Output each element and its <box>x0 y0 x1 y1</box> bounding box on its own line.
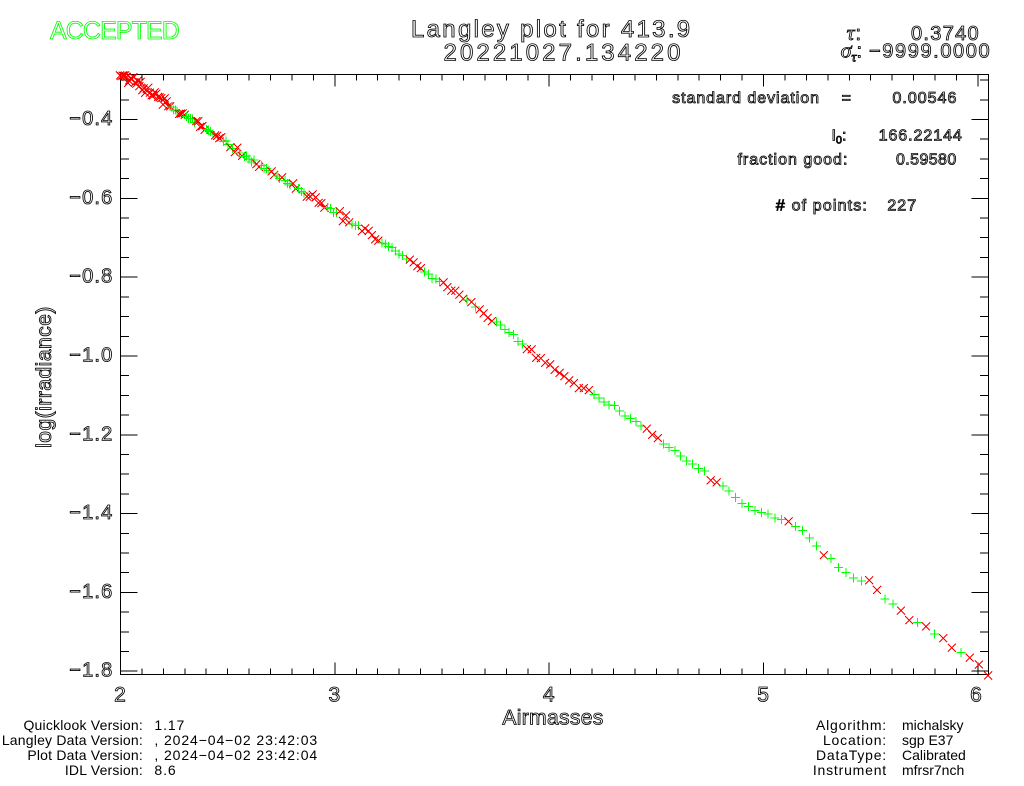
svg-text:Langley plot for 413.9: Langley plot for 413.9 <box>411 16 692 43</box>
svg-text:# of points:: # of points: <box>776 197 868 214</box>
svg-text:, 2024−04−02 23:42:03: , 2024−04−02 23:42:03 <box>154 732 318 748</box>
svg-text:στ:: στ: <box>841 38 862 66</box>
svg-text:227: 227 <box>887 197 917 214</box>
svg-text:Calibrated: Calibrated <box>902 747 966 763</box>
svg-text:4: 4 <box>543 684 555 707</box>
svg-text:2: 2 <box>114 684 126 707</box>
svg-text:0.3740: 0.3740 <box>911 23 980 45</box>
svg-text:0.59580: 0.59580 <box>896 152 957 169</box>
svg-text:Algorithm:: Algorithm: <box>816 717 887 733</box>
svg-text:I0:: I0: <box>831 127 846 146</box>
svg-text:−1.0: −1.0 <box>69 344 113 366</box>
svg-text:, 2024−04−02 23:42:04: , 2024−04−02 23:42:04 <box>154 747 318 763</box>
svg-text:Quicklook Version:: Quicklook Version: <box>23 717 143 733</box>
svg-text:Plot Data Version:: Plot Data Version: <box>27 747 143 763</box>
svg-text:=: = <box>842 90 851 107</box>
svg-text:Instrument: Instrument <box>813 762 887 778</box>
svg-text:DataType:: DataType: <box>816 747 887 763</box>
svg-text:IDL Version:: IDL Version: <box>65 762 143 778</box>
svg-text:−1.8: −1.8 <box>69 660 113 682</box>
svg-text:standard deviation: standard deviation <box>672 90 820 107</box>
svg-text:6: 6 <box>970 684 982 707</box>
svg-text:−1.4: −1.4 <box>69 502 113 524</box>
svg-text:166.22144: 166.22144 <box>879 127 963 144</box>
svg-text:τ:: τ: <box>847 20 861 45</box>
svg-text:−9999.0000: −9999.0000 <box>869 41 991 63</box>
svg-text:mfrsr7nch: mfrsr7nch <box>902 762 964 778</box>
svg-text:−0.6: −0.6 <box>69 187 113 209</box>
svg-text:log(irradiance): log(irradiance) <box>33 306 56 448</box>
svg-text:8.6: 8.6 <box>154 762 176 778</box>
svg-text:michalsky: michalsky <box>902 717 963 733</box>
svg-text:−1.6: −1.6 <box>69 581 113 603</box>
svg-text:3: 3 <box>329 684 341 707</box>
svg-text:Location:: Location: <box>823 732 887 748</box>
svg-text:−0.4: −0.4 <box>69 108 113 130</box>
svg-text:ACCEPTED: ACCEPTED <box>50 17 179 45</box>
svg-text:Langley Data Version:: Langley Data Version: <box>2 732 143 748</box>
svg-text:fraction good:: fraction good: <box>737 152 848 169</box>
svg-text:5: 5 <box>757 684 769 707</box>
svg-text:sgp E37: sgp E37 <box>902 732 954 748</box>
svg-text:Airmasses: Airmasses <box>502 706 603 729</box>
svg-text:1.17: 1.17 <box>154 717 185 733</box>
svg-text:−1.2: −1.2 <box>69 423 113 445</box>
svg-text:20221027.134220: 20221027.134220 <box>444 40 684 67</box>
svg-text:0.00546: 0.00546 <box>893 90 958 107</box>
svg-text:−0.8: −0.8 <box>69 266 113 288</box>
